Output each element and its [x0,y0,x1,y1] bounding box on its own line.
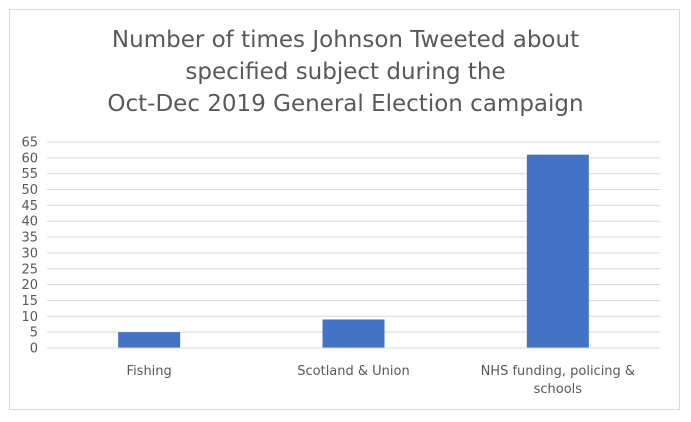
chart-title: Number of times Johnson Tweeted about sp… [0,24,691,120]
bar-1 [322,319,385,348]
chart-title-line-1: Number of times Johnson Tweeted about [111,27,580,53]
x-category-label: schools [534,382,583,397]
y-tick-label: 5 [30,326,38,341]
y-tick-label: 60 [21,151,38,166]
y-tick-label: 30 [21,246,38,261]
x-axis: Fishing Scotland & Union NHS funding, poli… [47,347,660,397]
y-tick-label: 45 [21,199,38,214]
y-tick-label: 40 [21,215,38,230]
x-category-label: NHS funding, policing & [481,364,636,379]
y-tick-label: 10 [21,310,38,325]
y-tick-label: 0 [30,342,38,357]
x-category-label: Fishing [127,364,172,379]
chart-title-line-2: specified subject during the [185,59,506,85]
bar-2 [526,154,589,348]
y-tick-label: 15 [21,294,38,309]
y-tick-label: 50 [21,183,38,198]
y-tick-label: 55 [21,167,38,182]
x-category-label: Scotland & Union [297,364,409,379]
y-tick-label: 35 [21,231,38,246]
bar-0 [118,332,181,348]
y-tick-label: 20 [21,278,38,293]
bars [118,154,589,348]
y-tick-label: 25 [21,262,38,277]
y-tick-label: 65 [21,136,38,151]
chart-title-line-3: Oct-Dec 2019 General Election campaign [107,91,584,117]
